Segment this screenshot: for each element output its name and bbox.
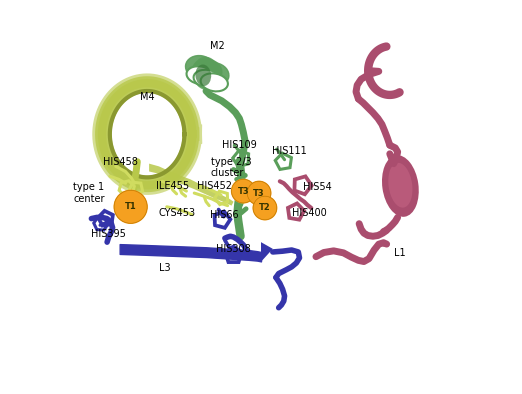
- Polygon shape: [149, 164, 233, 206]
- Ellipse shape: [199, 63, 229, 86]
- Circle shape: [114, 190, 147, 223]
- Ellipse shape: [200, 73, 228, 91]
- Circle shape: [235, 182, 253, 199]
- Text: HIS395: HIS395: [91, 229, 126, 239]
- Ellipse shape: [193, 57, 219, 90]
- Circle shape: [253, 196, 277, 220]
- Text: HIS109: HIS109: [222, 140, 256, 150]
- Text: HIS400: HIS400: [292, 208, 326, 219]
- Ellipse shape: [382, 155, 419, 217]
- Circle shape: [256, 199, 274, 216]
- Ellipse shape: [195, 65, 211, 86]
- Circle shape: [232, 179, 255, 203]
- Text: L3: L3: [159, 264, 171, 273]
- Ellipse shape: [193, 59, 222, 83]
- Circle shape: [114, 190, 147, 223]
- Text: CYS453: CYS453: [159, 208, 196, 218]
- Text: L1: L1: [394, 248, 405, 258]
- Text: T2: T2: [259, 203, 271, 212]
- Ellipse shape: [113, 96, 181, 173]
- Text: HIS54: HIS54: [303, 182, 332, 192]
- Text: HIS452: HIS452: [197, 181, 232, 191]
- Text: HIS66: HIS66: [210, 210, 239, 220]
- Ellipse shape: [186, 66, 214, 84]
- Circle shape: [247, 181, 271, 205]
- Polygon shape: [261, 242, 273, 262]
- Circle shape: [125, 198, 139, 213]
- Circle shape: [251, 184, 268, 201]
- Circle shape: [253, 196, 277, 220]
- Text: M2: M2: [210, 41, 225, 51]
- Circle shape: [260, 202, 271, 212]
- Circle shape: [255, 187, 265, 197]
- Text: T3: T3: [253, 189, 265, 197]
- Text: ILE455: ILE455: [156, 181, 189, 191]
- Text: type 1
center: type 1 center: [73, 182, 105, 204]
- Ellipse shape: [194, 70, 221, 88]
- Circle shape: [247, 181, 271, 205]
- Ellipse shape: [185, 56, 215, 79]
- Ellipse shape: [388, 163, 412, 208]
- Text: T3: T3: [238, 187, 249, 195]
- Circle shape: [119, 194, 144, 219]
- Text: HIS458: HIS458: [103, 158, 138, 167]
- Text: T1: T1: [125, 202, 137, 211]
- Text: HIS308: HIS308: [216, 244, 251, 254]
- Circle shape: [232, 179, 255, 203]
- Text: M4: M4: [140, 92, 155, 102]
- Text: HIS111: HIS111: [272, 146, 307, 156]
- Circle shape: [239, 185, 250, 195]
- Text: type 2/3
cluster: type 2/3 cluster: [211, 157, 252, 178]
